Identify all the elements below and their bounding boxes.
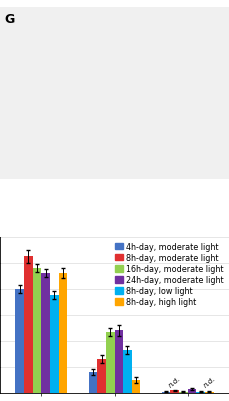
- Bar: [205, 392, 213, 393]
- Bar: [162, 392, 170, 393]
- Bar: [123, 350, 132, 393]
- Bar: [97, 359, 106, 393]
- Bar: [132, 380, 140, 393]
- Text: n.d.: n.d.: [168, 375, 182, 388]
- Bar: [50, 296, 59, 393]
- Bar: [16, 289, 24, 393]
- Bar: [59, 273, 67, 393]
- Legend: 4h-day, moderate light, 8h-day, moderate light, 16h-day, moderate light, 24h-day: 4h-day, moderate light, 8h-day, moderate…: [114, 241, 225, 308]
- Bar: [24, 257, 33, 393]
- Bar: [89, 372, 97, 393]
- Bar: [179, 392, 188, 393]
- Text: n.d.: n.d.: [202, 375, 216, 388]
- Bar: [106, 332, 114, 393]
- Bar: [41, 273, 50, 393]
- Text: G: G: [5, 13, 15, 26]
- Bar: [196, 392, 205, 393]
- Bar: [188, 389, 196, 393]
- Bar: [114, 330, 123, 393]
- Bar: [170, 391, 179, 393]
- Bar: [33, 268, 41, 393]
